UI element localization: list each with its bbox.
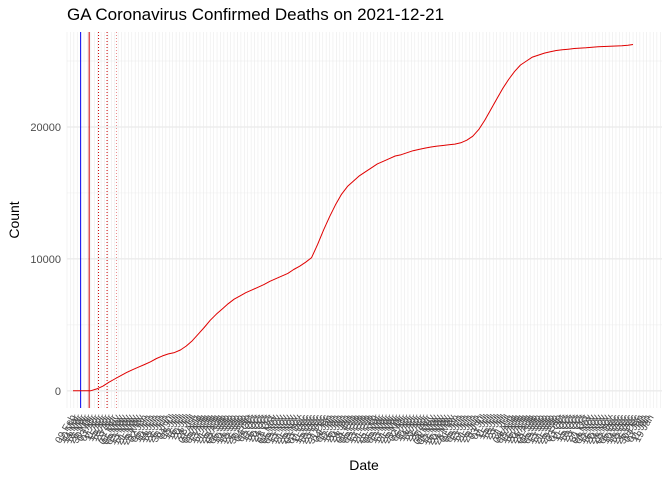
y-tick-label: 10000 [30, 254, 61, 266]
major-gridlines [67, 60, 662, 392]
y-tick-label: 0 [55, 386, 61, 398]
chart-title: GA Coronavirus Confirmed Deaths on 2021-… [67, 5, 445, 24]
series-group [73, 44, 634, 392]
series-line-0 [73, 44, 634, 392]
x-axis-title: Date [349, 457, 379, 473]
y-tick-label: 20000 [30, 122, 61, 134]
minor-gridlines [66, 32, 661, 408]
y-axis-title: Count [6, 201, 22, 238]
reference-vlines [80, 32, 117, 408]
y-axis-tick-labels: 0 10000 20000 [30, 122, 61, 398]
